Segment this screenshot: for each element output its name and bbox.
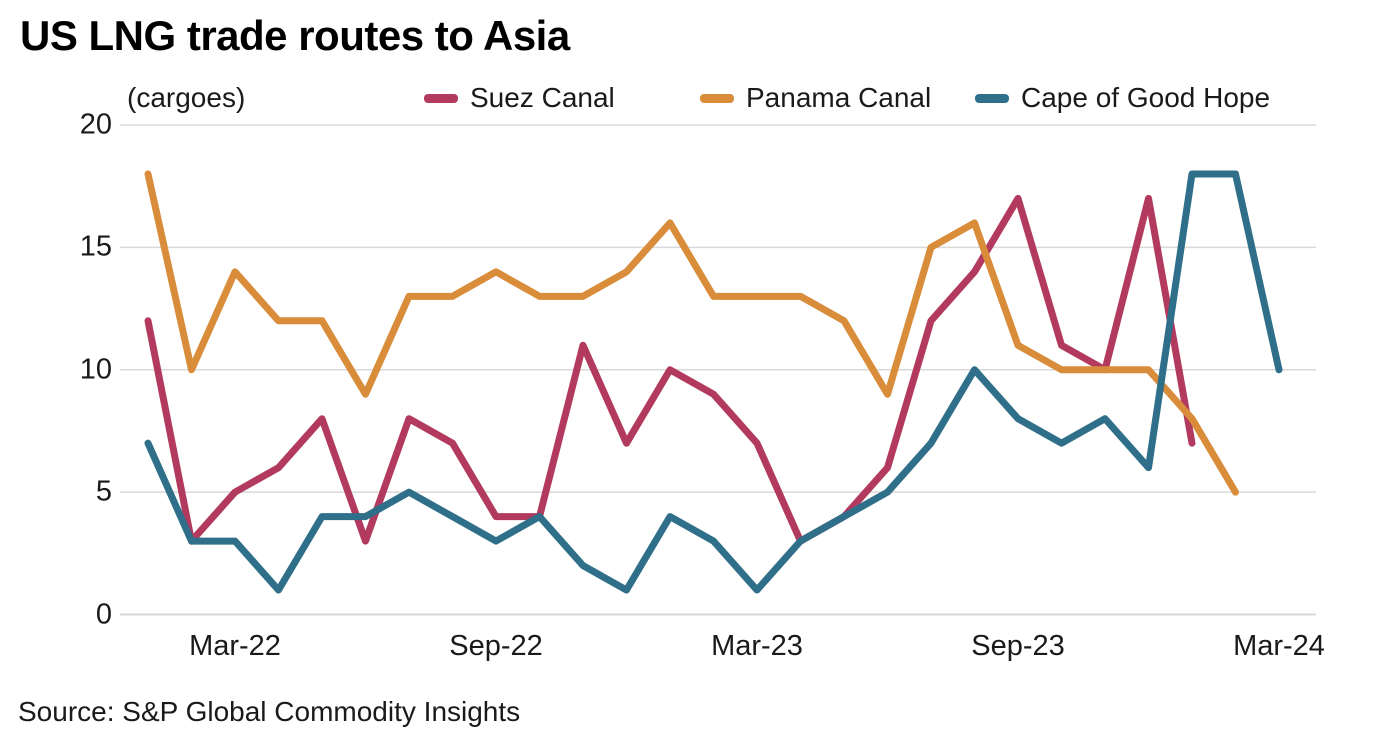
series-line-panama-canal <box>144 170 1239 496</box>
legend-item-panama-canal: Panama Canal <box>700 82 931 114</box>
x-tick-label-sep-23: Sep-23 <box>971 630 1065 662</box>
legend-label-panama-canal: Panama Canal <box>746 82 932 113</box>
x-tick-label-sep-22: Sep-22 <box>449 630 543 662</box>
panama-canal-swatch-icon <box>700 93 734 103</box>
legend-label-suez-canal: Suez Canal <box>470 82 615 113</box>
y-tick-label-20: 20 <box>79 108 112 141</box>
legend-item-cape-of-good-hope: Cape of Good Hope <box>975 82 1270 114</box>
suez-canal-swatch-icon <box>424 93 458 103</box>
legend-item-suez-canal: Suez Canal <box>424 82 615 114</box>
source-attribution: Source: S&P Global Commodity Insights <box>18 696 521 727</box>
chart-title: US LNG trade routes to Asia <box>20 12 570 59</box>
x-tick-label-mar-24: Mar-24 <box>1233 630 1325 662</box>
y-tick-label-10: 10 <box>79 353 112 386</box>
cape-of-good-hope-swatch-icon <box>975 93 1009 103</box>
legend-label-cape-of-good-hope: Cape of Good Hope <box>1021 82 1271 113</box>
x-tick-label-mar-23: Mar-23 <box>711 630 803 662</box>
x-tick-label-mar-22: Mar-22 <box>189 630 281 662</box>
y-tick-label-0: 0 <box>95 598 112 630</box>
series-line-cape-of-good-hope <box>144 170 1283 594</box>
series-line-suez-canal <box>144 194 1196 545</box>
y-tick-label-5: 5 <box>95 475 112 508</box>
y-axis-unit-label: (cargoes) <box>127 82 246 113</box>
y-tick-label-15: 15 <box>79 230 112 263</box>
